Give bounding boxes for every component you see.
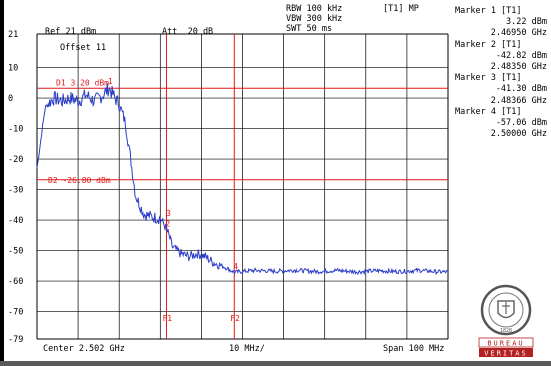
logo-brand-line2: VERITAS: [484, 350, 528, 358]
marker-level: -57.06 dBm: [495, 118, 547, 129]
marker-frequency: 2.48350 GHz: [490, 62, 547, 73]
marker-list: Marker 1 [T1] 3.22 dBm 2.46950 GHz Marke…: [455, 6, 547, 140]
y-tick-label: -30: [8, 186, 23, 196]
marker-frequency: 2.50000 GHz: [490, 129, 547, 140]
marker-3-symbol: 3: [166, 209, 171, 218]
frequency-division-label: 10 MHz/: [229, 344, 265, 354]
marker-title: Marker 3 [T1]: [455, 73, 522, 84]
marker-entry: Marker 2 [T1] -42.82 dBm 2.48350 GHz: [455, 40, 547, 74]
bottom-border: [0, 361, 551, 366]
marker-entry: Marker 4 [T1] -57.06 dBm 2.50000 GHz: [455, 107, 547, 141]
marker-frequency: 2.48366 GHz: [490, 95, 547, 106]
frequency-line-f1-label: F1: [162, 314, 172, 323]
swt-label: SWT 50 ms: [286, 24, 333, 34]
marker-level: -41.30 dBm: [495, 84, 547, 95]
marker-level: 3.22 dBm: [506, 17, 547, 28]
marker-title: Marker 1 [T1]: [455, 6, 522, 16]
y-tick-label: -79: [8, 335, 23, 345]
y-tick-label: 10: [8, 64, 18, 74]
y-tick-label: -10: [8, 125, 23, 135]
y-tick-label: -40: [8, 216, 23, 226]
marker-title: Marker 4 [T1]: [455, 106, 522, 117]
logo-brand-line1: BUREAU: [487, 340, 524, 348]
vbw-label: VBW 300 kHz: [286, 14, 343, 24]
marker-2-symbol: 2: [165, 220, 170, 229]
attenuation-label: Att 20 dB: [162, 27, 214, 37]
marker-level: -42.82 dBm: [495, 50, 547, 61]
y-tick-label: -20: [8, 155, 23, 165]
marker-entry: Marker 1 [T1] 3.22 dBm 2.46950 GHz: [455, 6, 547, 40]
rbw-label: RBW 100 kHz: [286, 4, 343, 14]
display-line-d2-label: D2 -26.80 dBm: [48, 176, 111, 185]
y-tick-label: -50: [8, 247, 23, 257]
marker-entry: Marker 3 [T1] -41.30 dBm 2.48366 GHz: [455, 73, 547, 107]
display-line-d1-label: D1 3.20 dBm: [56, 78, 109, 87]
marker-1-symbol: 1: [108, 77, 113, 86]
y-axis-top-label: 21: [8, 30, 18, 40]
spectrum-trace: [36, 83, 449, 276]
plot-grid: [36, 33, 449, 340]
marker-symbols: 1 2 3 4: [108, 77, 238, 271]
offset-label: Offset 11: [60, 43, 106, 53]
trace-mode-label: [T1] MP: [383, 4, 419, 14]
bureau-veritas-logo: 1828 BUREAU VERITAS: [466, 282, 546, 360]
y-tick-label: -70: [8, 308, 23, 318]
y-axis-labels: 21 10 0 -10 -20 -30 -40 -50 -60 -70 -79: [8, 30, 23, 345]
logo-year: 1828: [500, 328, 512, 334]
y-tick-label: -60: [8, 277, 23, 287]
marker-frequency: 2.46950 GHz: [490, 28, 547, 39]
ref-level-label: Ref 21 dBm: [45, 27, 97, 37]
y-tick-label: 0: [8, 94, 13, 104]
span-label: Span 100 MHz: [383, 344, 444, 354]
marker-title: Marker 2 [T1]: [455, 39, 522, 50]
center-frequency-label: Center 2.502 GHz: [43, 344, 125, 354]
left-border: [0, 0, 4, 362]
frequency-line-f2-label: F2: [230, 314, 240, 323]
marker-4-symbol: 4: [233, 262, 238, 271]
